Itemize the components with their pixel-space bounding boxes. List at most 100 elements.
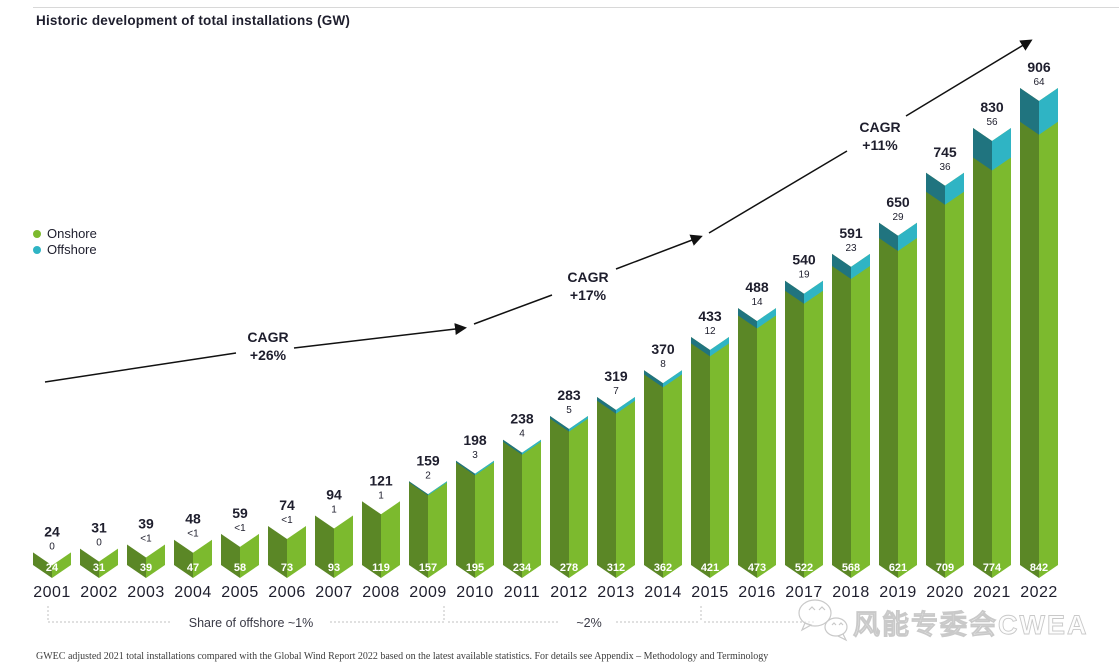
offshore-segment-right — [945, 172, 964, 205]
offshore-segment-left — [644, 370, 663, 388]
year-label: 2013 — [597, 584, 635, 601]
onshore-label: 709 — [936, 562, 954, 574]
onshore-segment-left — [879, 222, 898, 578]
onshore-segment-left — [503, 439, 522, 578]
offshore-label: 2 — [425, 470, 431, 481]
onshore-segment-left — [456, 460, 475, 578]
bar-group-2018: 591 23 568 2018 — [832, 225, 870, 601]
onshore-label: 568 — [842, 562, 860, 574]
year-label: 2011 — [504, 584, 540, 601]
bar-group-2011: 238 4 234 2011 — [503, 411, 541, 601]
bar-group-2001: 24 0 24 2001 — [33, 523, 71, 601]
page-title: Historic development of total installati… — [36, 13, 351, 28]
top-divider — [33, 7, 1119, 8]
offshore-label: 8 — [660, 359, 666, 370]
offshore-segment-left — [550, 416, 569, 432]
onshore-label: 621 — [889, 562, 907, 574]
offshore-segment-right — [475, 460, 494, 476]
onshore-label: 24 — [46, 562, 59, 574]
onshore-segment-left — [362, 501, 381, 578]
offshore-segment-right — [757, 308, 776, 329]
total-label: 830 — [980, 99, 1004, 115]
bar-group-2010: 198 3 195 2010 — [456, 432, 494, 601]
total-label: 745 — [933, 144, 957, 160]
bars-layer: 24024200131031200239<139200348<147200459… — [33, 59, 1058, 601]
year-label: 2009 — [409, 584, 447, 601]
offshore-share-bracket — [47, 606, 815, 623]
trend-arrow-line — [44, 39, 1033, 383]
onshore-segment-left — [80, 548, 99, 578]
total-label: 48 — [185, 511, 201, 527]
bar-group-2004: 48 <1 47 2004 — [174, 511, 212, 601]
onshore-label: 93 — [328, 562, 340, 574]
year-label: 2005 — [221, 584, 259, 601]
onshore-segment-left — [738, 308, 757, 578]
total-label: 370 — [651, 341, 675, 357]
onshore-segment-left — [127, 544, 146, 578]
offshore-segment-right — [1039, 88, 1058, 135]
offshore-segment-left — [1020, 88, 1039, 135]
onshore-segment-right — [710, 337, 729, 578]
bar-group-2009: 159 2 157 2009 — [409, 452, 447, 601]
onshore-label: 278 — [560, 562, 578, 574]
onshore-label: 473 — [748, 562, 766, 574]
onshore-segment-right — [945, 172, 964, 579]
onshore-label: 39 — [140, 562, 152, 574]
onshore-segment-right — [569, 416, 588, 578]
offshore-label: 7 — [613, 386, 619, 397]
onshore-segment-left — [550, 416, 569, 578]
year-label: 2018 — [832, 584, 870, 601]
offshore-segment-left — [832, 253, 851, 279]
bar-group-2012: 283 5 278 2012 — [550, 387, 588, 601]
bar-group-2022: 906 64 842 2022 — [1020, 59, 1058, 601]
total-label: 24 — [44, 523, 60, 539]
onshore-segment-left — [409, 481, 428, 578]
year-label: 2012 — [550, 584, 588, 601]
year-label: 2002 — [80, 584, 118, 601]
onshore-segment-right — [334, 515, 353, 578]
year-label: 2020 — [926, 584, 964, 601]
total-label: 74 — [279, 497, 295, 513]
onshore-segment-left — [174, 539, 193, 578]
onshore-label: 234 — [513, 562, 532, 574]
offshore-label: 1 — [331, 505, 337, 516]
onshore-segment-right — [99, 548, 118, 578]
total-label: 319 — [604, 368, 628, 384]
onshore-label: 31 — [93, 562, 105, 574]
offshore-label: 64 — [1033, 77, 1045, 88]
offshore-label: 0 — [49, 541, 55, 552]
total-label: 906 — [1027, 59, 1051, 75]
year-label: 2022 — [1020, 584, 1058, 601]
offshore-label: 3 — [472, 450, 478, 461]
onshore-label: 362 — [654, 562, 672, 574]
cagr-labels: CAGR +26% CAGR +17% CAGR +11% — [247, 119, 900, 363]
offshore-label: 23 — [845, 243, 857, 254]
cagr-label-2-line2: +17% — [570, 287, 607, 303]
cagr-label-1-line2: +26% — [250, 347, 287, 363]
onshore-segment-left — [268, 526, 287, 578]
bar-group-2016: 488 14 473 2016 — [738, 279, 776, 601]
onshore-segment-left — [644, 370, 663, 578]
offshore-segment-right — [992, 128, 1011, 171]
bar-group-2003: 39 <1 39 2003 — [127, 515, 165, 601]
onshore-segment-left — [1020, 88, 1039, 578]
offshore-segment-left — [973, 128, 992, 171]
year-label: 2001 — [33, 584, 71, 601]
year-label: 2016 — [738, 584, 776, 601]
offshore-label: <1 — [234, 523, 246, 534]
bar-group-2017: 540 19 522 2017 — [785, 252, 823, 601]
onshore-segment-right — [475, 460, 494, 578]
offshore-label: 14 — [751, 297, 763, 308]
offshore-segment-right — [522, 439, 541, 455]
offshore-label: 36 — [939, 162, 951, 173]
total-label: 31 — [91, 520, 107, 536]
onshore-segment-right — [898, 222, 917, 578]
year-label: 2014 — [644, 584, 682, 601]
offshore-label: <1 — [187, 529, 199, 540]
offshore-segment-right — [804, 280, 823, 304]
onshore-segment-left — [691, 337, 710, 578]
onshore-label: 522 — [795, 562, 813, 574]
legend: Onshore Offshore — [33, 226, 97, 258]
total-label: 121 — [369, 472, 393, 488]
onshore-swatch-icon — [33, 230, 41, 238]
